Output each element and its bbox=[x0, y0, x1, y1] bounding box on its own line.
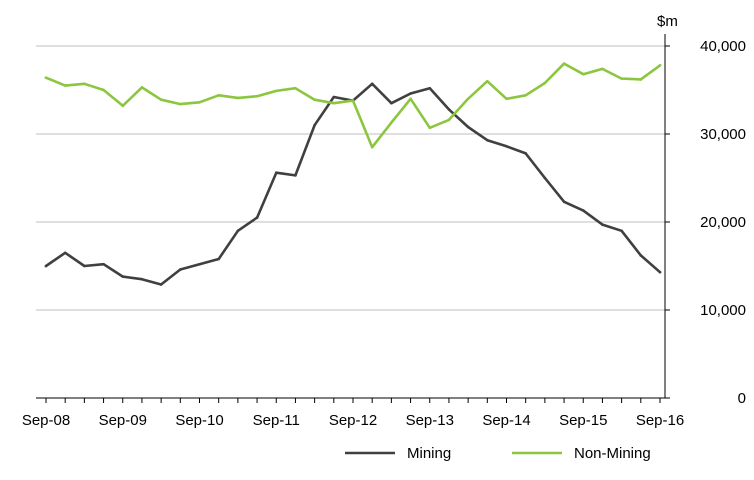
x-tick-label: Sep-14 bbox=[482, 412, 530, 429]
y-tick-label: 20,000 bbox=[700, 214, 746, 231]
data-point-mining bbox=[601, 223, 604, 226]
data-point-non-mining bbox=[217, 93, 220, 97]
data-point-mining bbox=[83, 264, 86, 268]
data-point-non-mining bbox=[102, 88, 105, 92]
data-point-mining bbox=[543, 176, 547, 180]
x-tick-labels: Sep-08 Sep-09 Sep-10 Sep-11 Sep-12 Sep-13 Sep-… bbox=[22, 412, 684, 429]
data-point-non-mining bbox=[294, 86, 297, 90]
data-point-mining bbox=[121, 275, 125, 278]
data-point-mining bbox=[198, 262, 201, 266]
data-point-non-mining bbox=[620, 77, 623, 80]
data-point-mining bbox=[294, 174, 297, 177]
data-point-mining bbox=[332, 95, 336, 99]
data-point-mining bbox=[620, 229, 623, 233]
series-lines bbox=[44, 62, 662, 286]
data-point-non-mining bbox=[486, 79, 489, 83]
series-line-mining bbox=[44, 82, 662, 286]
y-tick-label: 40,000 bbox=[700, 38, 746, 55]
data-point-mining bbox=[581, 209, 585, 212]
data-point-non-mining bbox=[447, 118, 451, 122]
data-point-mining bbox=[159, 283, 163, 286]
x-tick-label: Sep-09 bbox=[99, 412, 147, 429]
data-point-non-mining bbox=[63, 84, 67, 87]
data-point-non-mining bbox=[198, 101, 201, 104]
data-point-mining bbox=[428, 86, 432, 90]
data-point-mining bbox=[255, 216, 259, 219]
series-line-non-mining bbox=[44, 62, 662, 149]
data-point-mining bbox=[370, 82, 374, 86]
y-tick-label: 0 bbox=[738, 390, 746, 407]
data-point-non-mining bbox=[83, 82, 86, 86]
data-point-non-mining bbox=[140, 86, 144, 89]
x-tick-label: Sep-11 bbox=[253, 412, 300, 429]
data-point-non-mining bbox=[581, 72, 585, 76]
data-point-non-mining bbox=[159, 98, 163, 101]
data-point-mining bbox=[217, 257, 220, 261]
y-tick-labels: 0 10,000 20,000 30,000 40,000 bbox=[700, 38, 746, 407]
data-point-mining bbox=[102, 262, 105, 266]
data-point-mining bbox=[44, 264, 48, 268]
data-point-non-mining bbox=[639, 78, 643, 81]
legend-label-non-mining: Non-Mining bbox=[574, 445, 651, 462]
data-point-non-mining bbox=[390, 121, 393, 124]
y-tick-label: 10,000 bbox=[700, 302, 746, 319]
data-point-non-mining bbox=[543, 81, 547, 85]
x-tick-label: Sep-12 bbox=[329, 412, 377, 429]
x-tick-label: Sep-16 bbox=[636, 412, 684, 429]
data-point-non-mining bbox=[351, 99, 355, 102]
data-point-non-mining bbox=[601, 67, 604, 71]
data-point-mining bbox=[140, 277, 144, 281]
data-point-non-mining bbox=[505, 97, 508, 101]
y-tick-label: 30,000 bbox=[700, 126, 746, 143]
data-point-mining bbox=[447, 108, 451, 111]
data-point-non-mining bbox=[524, 93, 527, 97]
data-point-mining bbox=[63, 251, 67, 255]
data-point-non-mining bbox=[370, 145, 374, 149]
data-point-non-mining bbox=[466, 97, 470, 101]
data-point-mining bbox=[658, 270, 662, 274]
legend-label-mining: Mining bbox=[407, 445, 451, 462]
data-point-mining bbox=[313, 123, 316, 127]
data-point-mining bbox=[505, 145, 508, 148]
x-tick-label: Sep-10 bbox=[175, 412, 223, 429]
data-point-non-mining bbox=[658, 64, 662, 67]
x-tick-label: Sep-13 bbox=[406, 412, 454, 429]
axes bbox=[36, 34, 670, 403]
data-point-mining bbox=[274, 171, 278, 175]
data-point-non-mining bbox=[121, 104, 125, 108]
data-point-mining bbox=[409, 92, 412, 95]
data-point-mining bbox=[486, 138, 489, 142]
data-point-non-mining bbox=[179, 102, 182, 106]
data-point-mining bbox=[639, 254, 643, 257]
y-axis-unit-label: $m bbox=[657, 13, 678, 30]
data-point-non-mining bbox=[44, 76, 48, 79]
gridlines bbox=[36, 45, 665, 311]
x-tick-label: Sep-15 bbox=[559, 412, 607, 429]
data-point-non-mining bbox=[313, 98, 316, 101]
data-point-non-mining bbox=[332, 101, 336, 105]
data-point-mining bbox=[179, 268, 182, 271]
data-point-mining bbox=[524, 152, 527, 155]
data-point-non-mining bbox=[274, 89, 278, 93]
data-point-mining bbox=[236, 229, 240, 233]
x-tick-label: Sep-08 bbox=[22, 412, 70, 429]
data-point-non-mining bbox=[255, 94, 259, 98]
data-point-non-mining bbox=[562, 62, 566, 65]
data-point-non-mining bbox=[428, 126, 432, 130]
data-point-non-mining bbox=[409, 97, 412, 101]
data-point-mining bbox=[466, 125, 470, 129]
data-point-non-mining bbox=[236, 96, 240, 100]
data-point-mining bbox=[390, 101, 393, 105]
data-point-mining bbox=[562, 200, 566, 204]
legend: Mining Non-Mining bbox=[345, 445, 651, 462]
